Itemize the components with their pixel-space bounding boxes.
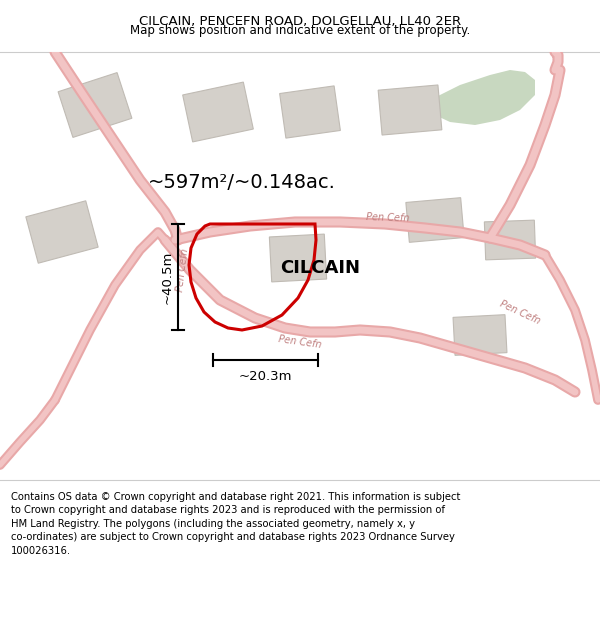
Bar (406, 198, 464, 242)
Text: Pen Cefn: Pen Cefn (498, 298, 542, 326)
Bar (453, 314, 507, 356)
Bar (26, 201, 98, 263)
Text: Contains OS data © Crown copyright and database right 2021. This information is : Contains OS data © Crown copyright and d… (11, 492, 460, 556)
Bar (269, 234, 326, 282)
Text: Map shows position and indicative extent of the property.: Map shows position and indicative extent… (130, 24, 470, 38)
Text: ~40.5m: ~40.5m (161, 250, 174, 304)
Text: Pen Cefn: Pen Cefn (366, 213, 410, 224)
Text: CILCAIN: CILCAIN (280, 259, 360, 277)
Bar (378, 85, 442, 135)
Text: Pen Cefn: Pen Cefn (278, 334, 322, 350)
Text: ~20.3m: ~20.3m (239, 370, 292, 383)
Text: ~597m²/~0.148ac.: ~597m²/~0.148ac. (148, 173, 336, 191)
Bar (182, 82, 253, 142)
Bar (280, 86, 340, 138)
Text: Pen Cefn: Pen Cefn (175, 248, 191, 292)
Bar (58, 72, 132, 138)
Bar (484, 220, 536, 260)
Polygon shape (430, 70, 535, 125)
Text: CILCAIN, PENCEFN ROAD, DOLGELLAU, LL40 2ER: CILCAIN, PENCEFN ROAD, DOLGELLAU, LL40 2… (139, 14, 461, 28)
